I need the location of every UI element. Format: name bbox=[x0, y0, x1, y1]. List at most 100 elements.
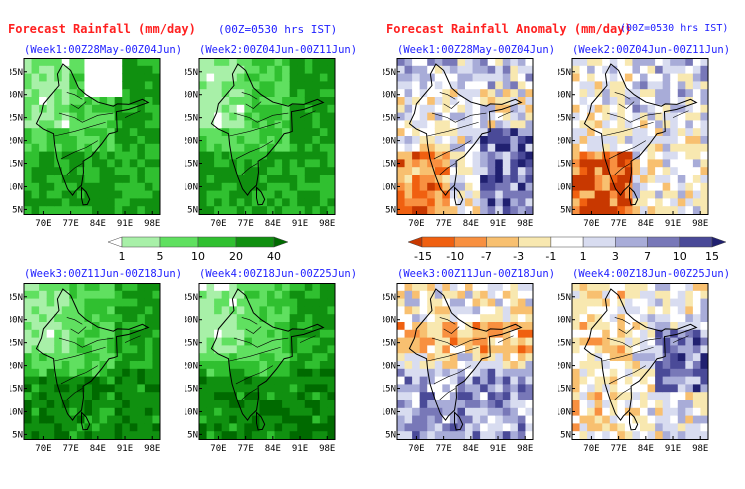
field-cell bbox=[24, 415, 33, 424]
field-cell bbox=[244, 81, 253, 90]
field-cell bbox=[609, 423, 618, 432]
field-cell bbox=[692, 431, 701, 440]
field-cell bbox=[517, 368, 526, 378]
field-cell bbox=[525, 128, 534, 137]
field-cell bbox=[236, 190, 245, 199]
field-cell bbox=[404, 128, 413, 137]
field-cell bbox=[144, 376, 153, 385]
field-cell bbox=[297, 322, 306, 331]
field-cell bbox=[632, 322, 641, 331]
field-cell bbox=[46, 306, 55, 315]
field-cell bbox=[236, 415, 245, 424]
lat-tick-label: 10N bbox=[558, 182, 571, 192]
field-cell bbox=[46, 206, 55, 215]
field-cell bbox=[221, 337, 230, 346]
state-border bbox=[427, 121, 479, 137]
field-cell bbox=[692, 112, 701, 121]
field-cell bbox=[647, 143, 656, 153]
field-cell bbox=[144, 73, 153, 82]
field-cell bbox=[274, 151, 283, 160]
field-cell bbox=[495, 58, 504, 67]
field-cell bbox=[304, 143, 313, 153]
field-cell bbox=[107, 290, 116, 300]
lat-tick-label: 15N bbox=[383, 160, 396, 170]
field-cell bbox=[251, 298, 260, 307]
field-cell bbox=[259, 73, 268, 82]
field-cell bbox=[632, 128, 641, 137]
field-cell bbox=[69, 290, 78, 300]
state-border bbox=[66, 388, 83, 401]
field-cell bbox=[480, 431, 489, 440]
field-cell bbox=[692, 392, 701, 401]
field-cell bbox=[677, 423, 686, 432]
field-cell bbox=[92, 368, 101, 378]
field-cell bbox=[312, 73, 321, 82]
field-cell bbox=[602, 290, 611, 300]
field-cell bbox=[495, 159, 504, 168]
field-cell bbox=[404, 167, 413, 176]
field-cell bbox=[69, 423, 78, 432]
field-cell bbox=[579, 81, 588, 90]
field-cell bbox=[487, 400, 496, 409]
field-cell bbox=[579, 337, 588, 346]
field-cell bbox=[54, 306, 63, 315]
field-cell bbox=[259, 167, 268, 176]
field-cell bbox=[397, 314, 406, 323]
field-cell bbox=[46, 423, 55, 432]
field-cell bbox=[137, 290, 146, 300]
field-cell bbox=[92, 112, 101, 121]
field-cell bbox=[632, 376, 641, 385]
field-cell bbox=[632, 415, 641, 424]
field-cell bbox=[251, 143, 260, 153]
field-cell bbox=[465, 353, 474, 362]
field-cell bbox=[312, 431, 321, 440]
field-cell bbox=[114, 198, 123, 207]
field-cell bbox=[472, 206, 481, 215]
field-cell bbox=[61, 151, 70, 160]
field-cell bbox=[206, 345, 215, 354]
field-cell bbox=[465, 407, 474, 417]
field-cell bbox=[39, 337, 48, 346]
field-cell bbox=[587, 151, 596, 160]
field-cell bbox=[206, 368, 215, 378]
field-cell bbox=[61, 368, 70, 378]
field-cell bbox=[700, 353, 709, 362]
field-cell bbox=[442, 112, 451, 121]
field-cell bbox=[692, 73, 701, 82]
field-cell bbox=[495, 182, 504, 192]
field-cell bbox=[312, 104, 321, 114]
field-cell bbox=[114, 89, 123, 98]
field-cell bbox=[662, 283, 671, 292]
field-cell bbox=[54, 361, 63, 370]
field-cell bbox=[312, 89, 321, 98]
field-cell bbox=[214, 384, 223, 393]
field-cell bbox=[31, 104, 40, 114]
field-cell bbox=[427, 104, 436, 114]
field-cell bbox=[449, 159, 458, 168]
field-cell bbox=[404, 136, 413, 145]
field-cell bbox=[525, 368, 534, 378]
field-cell bbox=[152, 361, 161, 370]
field-cell bbox=[442, 159, 451, 168]
field-cell bbox=[129, 136, 138, 145]
field-cell bbox=[61, 58, 70, 67]
field-cell bbox=[244, 151, 253, 160]
field-cell bbox=[92, 143, 101, 153]
field-cell bbox=[76, 104, 85, 114]
field-cell bbox=[319, 198, 328, 207]
field-cell bbox=[297, 151, 306, 160]
field-cell bbox=[609, 298, 618, 307]
field-cell bbox=[434, 384, 443, 393]
field-cell bbox=[274, 89, 283, 98]
field-cell bbox=[609, 329, 618, 339]
field-cell bbox=[214, 353, 223, 362]
state-border bbox=[672, 110, 689, 118]
field-cell bbox=[129, 81, 138, 90]
field-cell bbox=[54, 175, 63, 184]
field-cell bbox=[632, 345, 641, 354]
field-cell bbox=[289, 322, 298, 331]
field-cell bbox=[54, 81, 63, 90]
field-cell bbox=[297, 407, 306, 417]
field-cell bbox=[76, 190, 85, 199]
field-cell bbox=[274, 283, 283, 292]
